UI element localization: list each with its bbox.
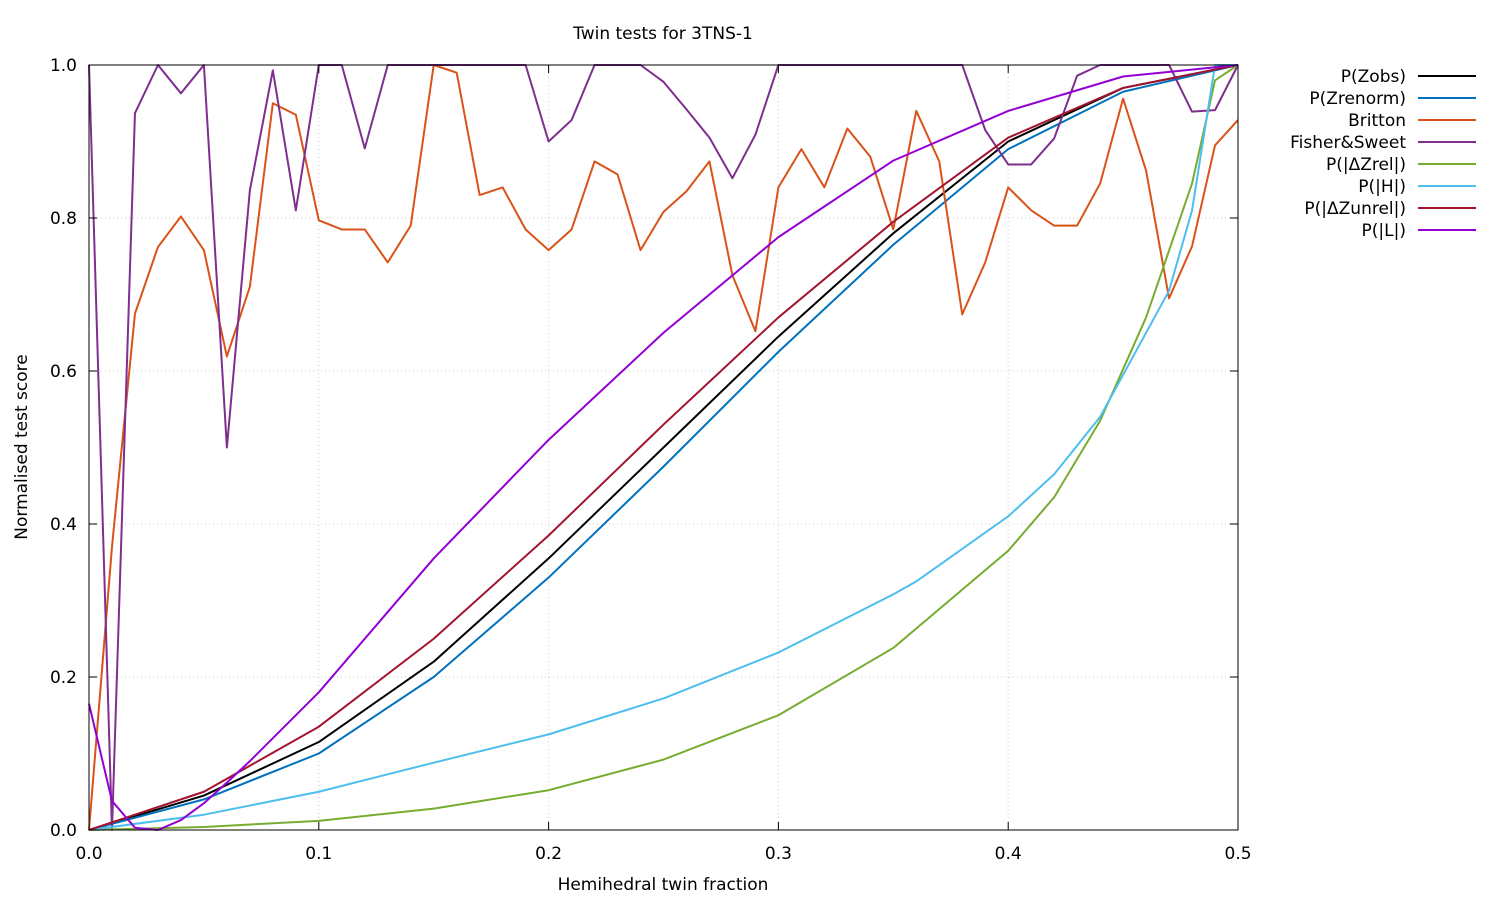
series-line-p-zunrel — [88, 64, 1239, 831]
y-tick-label: 0.4 — [50, 515, 77, 535]
chart-title: Twin tests for 3TNS-1 — [572, 24, 753, 44]
legend-label: P(|H|) — [1358, 177, 1406, 197]
series-line-p-l — [88, 64, 1239, 831]
axis-ticks: 0.0 0.1 0.2 0.3 0.4 0.5 0.0 0.2 0.4 0.6 0.8 1.0 — [50, 56, 1252, 864]
series-line-p-zobs — [88, 64, 1239, 831]
legend-label: P(|ΔZunrel|) — [1304, 199, 1406, 219]
y-tick-label: 1.0 — [50, 56, 77, 76]
legend-label: Britton — [1348, 111, 1406, 131]
legend: P(Zobs)P(Zrenorm)BrittonFisher&SweetP(|Δ… — [1290, 67, 1476, 241]
x-tick-label: 0.2 — [535, 844, 562, 864]
x-tick-label: 0.0 — [75, 844, 102, 864]
x-tick-label: 0.4 — [995, 844, 1022, 864]
series-line-p-zrenorm — [88, 64, 1239, 831]
x-tick-label: 0.1 — [305, 844, 332, 864]
series-line-p-zrel — [88, 64, 1239, 831]
y-axis-title: Normalised test score — [12, 354, 32, 539]
series-line-p-h — [88, 64, 1238, 831]
legend-label: P(|ΔZrel|) — [1326, 155, 1406, 175]
x-tick-label: 0.5 — [1224, 844, 1251, 864]
x-tick-label: 0.3 — [765, 844, 792, 864]
y-tick-label: 0.0 — [50, 821, 77, 841]
plot-frame — [88, 64, 1239, 831]
legend-label: P(Zrenorm) — [1309, 89, 1406, 109]
legend-label: P(|L|) — [1362, 221, 1406, 241]
series-line-fisher-sweet — [88, 64, 1239, 831]
x-axis-title: Hemihedral twin fraction — [558, 875, 769, 895]
series-layer — [88, 64, 1239, 831]
series-line-britton — [88, 64, 1239, 831]
legend-label: Fisher&Sweet — [1290, 133, 1406, 153]
y-tick-label: 0.6 — [50, 362, 77, 382]
y-tick-label: 0.8 — [50, 209, 77, 229]
y-tick-label: 0.2 — [50, 668, 77, 688]
legend-label: P(Zobs) — [1341, 67, 1406, 87]
